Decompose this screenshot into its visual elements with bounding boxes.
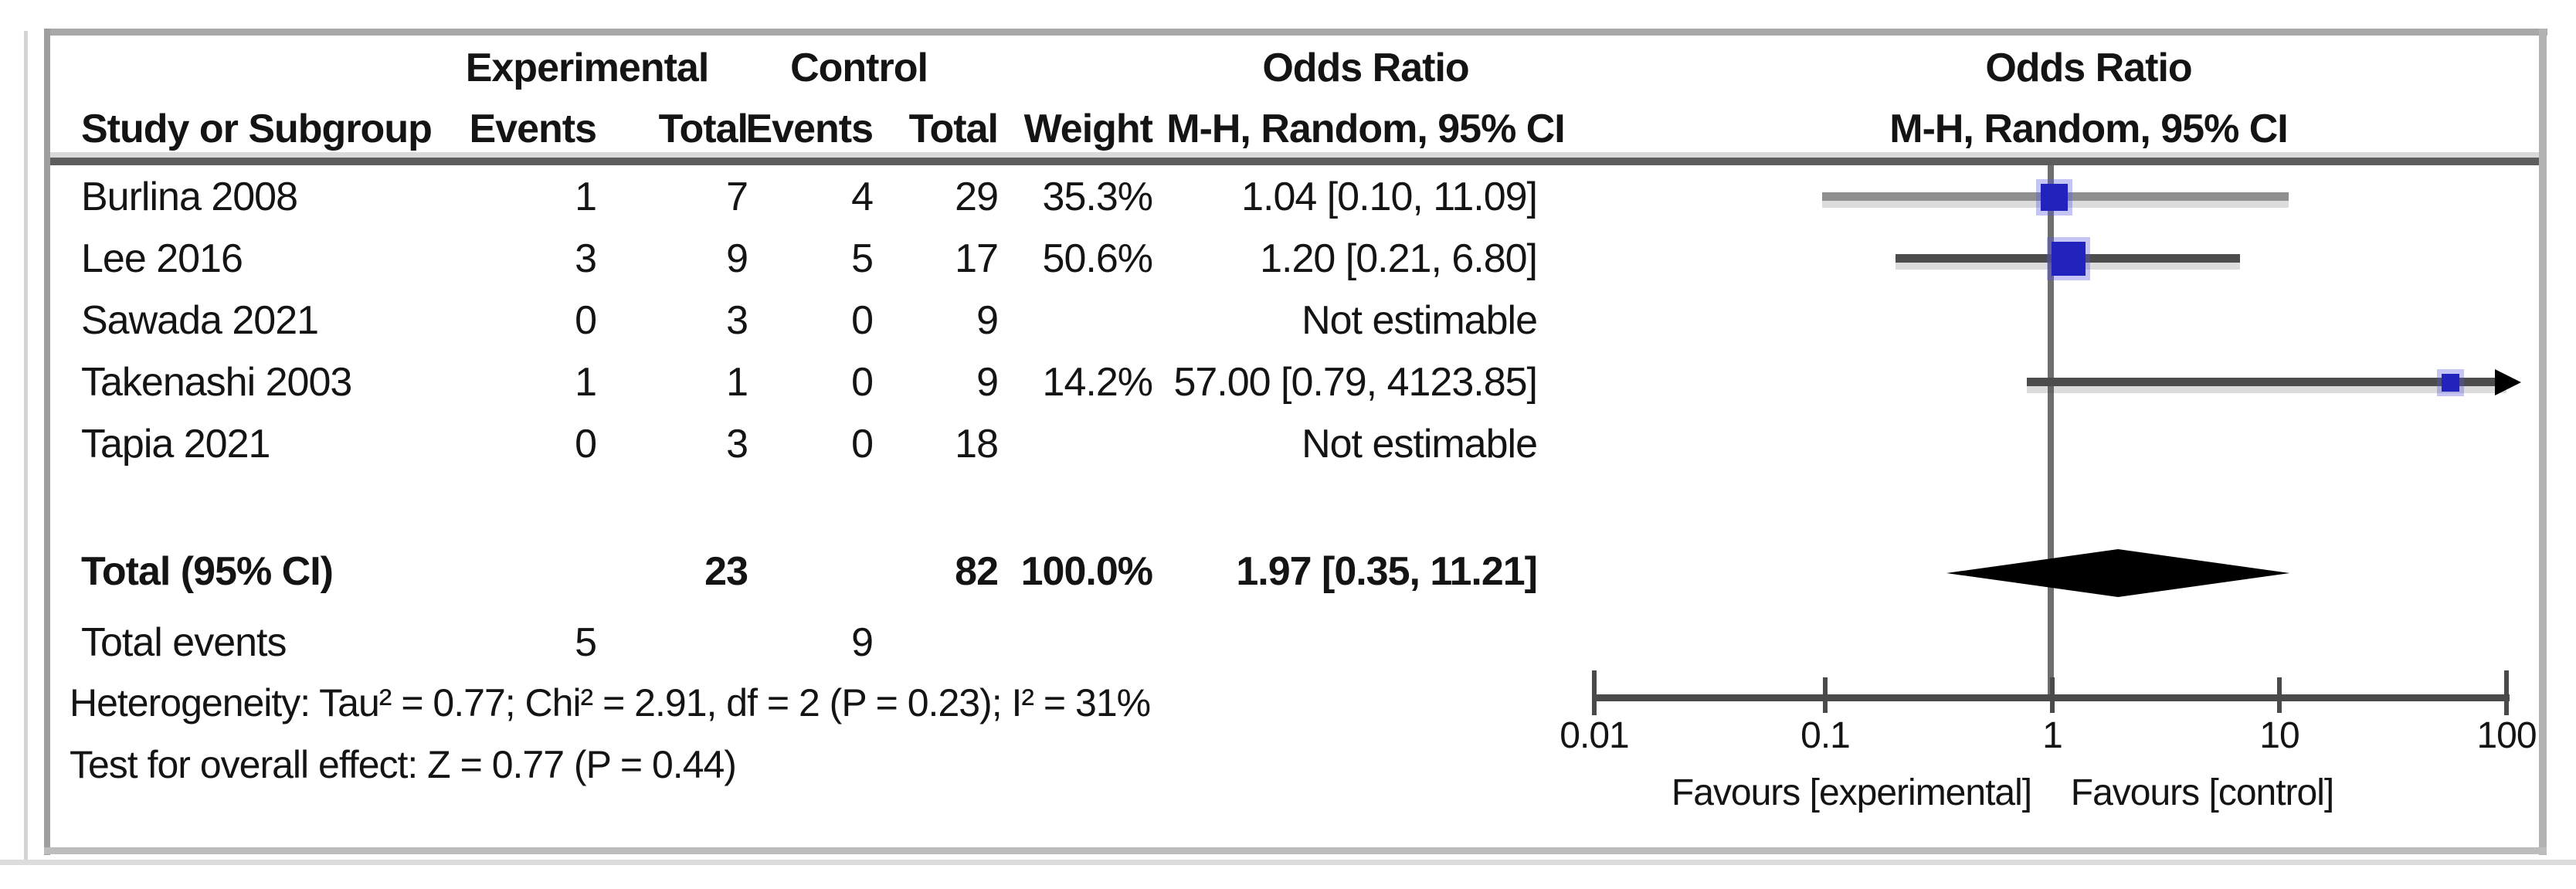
total-or-ci: 1.97 [0.35, 11.21] bbox=[1236, 549, 1538, 594]
or-point-square bbox=[2442, 373, 2460, 392]
cell-weight: 35.3% bbox=[1042, 175, 1153, 219]
col-header-ctrl-events: Events bbox=[745, 107, 874, 151]
cell-exp-events: 0 bbox=[575, 298, 597, 343]
col-header-exp-total: Total bbox=[658, 107, 748, 151]
group-header-odds-ratio-right: Odds Ratio bbox=[1985, 46, 2192, 90]
overall-effect-text: Test for overall effect: Z = 0.77 (P = 0… bbox=[70, 743, 737, 786]
cell-weight: 14.2% bbox=[1042, 360, 1153, 405]
cell-ctrl-total: 29 bbox=[955, 175, 999, 219]
cell-ctrl-events: 0 bbox=[851, 360, 874, 405]
header-separator bbox=[50, 158, 2539, 165]
cell-ctrl-events: 0 bbox=[851, 298, 874, 343]
frame-bottom bbox=[44, 847, 2547, 854]
or-point-square bbox=[2041, 183, 2069, 211]
cell-exp-events: 1 bbox=[575, 360, 597, 405]
cell-ctrl-events: 4 bbox=[851, 175, 874, 219]
col-header-mh-left: M-H, Random, 95% CI bbox=[1166, 107, 1566, 151]
total-diamond bbox=[1946, 549, 2290, 597]
cell-exp-total: 3 bbox=[726, 422, 748, 467]
heterogeneity-text: Heterogeneity: Tau² = 0.77; Chi² = 2.91,… bbox=[70, 681, 1151, 724]
study-label: Takenashi 2003 bbox=[81, 360, 352, 405]
frame-outer-left bbox=[24, 31, 28, 861]
cell-ctrl-total: 9 bbox=[976, 360, 999, 405]
cell-exp-events: 1 bbox=[575, 175, 597, 219]
x-tick-label: 0.01 bbox=[1560, 715, 1629, 756]
frame-left bbox=[44, 29, 50, 855]
cell-exp-total: 9 bbox=[726, 236, 748, 281]
total-events-exp: 5 bbox=[575, 620, 597, 665]
cell-or-ci: 57.00 [0.79, 4123.85] bbox=[1173, 360, 1538, 405]
col-header-study: Study or Subgroup bbox=[81, 107, 433, 151]
study-label: Lee 2016 bbox=[81, 236, 243, 281]
cell-exp-events: 3 bbox=[575, 236, 597, 281]
col-header-weight: Weight bbox=[1023, 107, 1153, 151]
x-axis-tick bbox=[1823, 677, 1828, 713]
x-axis-tick bbox=[2050, 677, 2055, 713]
x-axis-tick bbox=[2277, 677, 2282, 713]
study-label: Burlina 2008 bbox=[81, 175, 298, 219]
cell-ctrl-total: 18 bbox=[955, 422, 999, 467]
cell-exp-events: 0 bbox=[575, 422, 597, 467]
cell-or-ci: 1.20 [0.21, 6.80] bbox=[1260, 236, 1538, 281]
group-header-experimental: Experimental bbox=[465, 46, 710, 90]
ci-arrow-right bbox=[2495, 369, 2521, 395]
cell-ctrl-events: 5 bbox=[851, 236, 874, 281]
total-events-label: Total events bbox=[81, 620, 287, 665]
cell-exp-total: 1 bbox=[726, 360, 748, 405]
cell-or-ci: 1.04 [0.10, 11.09] bbox=[1241, 175, 1538, 219]
col-header-mh-right: M-H, Random, 95% CI bbox=[1889, 107, 2289, 151]
cell-weight: 50.6% bbox=[1042, 236, 1153, 281]
x-tick-label: 100 bbox=[2476, 715, 2537, 756]
total-ctrl-total: 82 bbox=[955, 549, 999, 594]
frame-right bbox=[2539, 29, 2547, 855]
x-tick-label: 1 bbox=[2042, 715, 2063, 756]
or-point-square bbox=[2051, 242, 2086, 276]
col-header-ctrl-total: Total bbox=[908, 107, 999, 151]
col-header-exp-events: Events bbox=[469, 107, 597, 151]
x-tick-label: 0.1 bbox=[1800, 715, 1851, 756]
study-label: Sawada 2021 bbox=[81, 298, 319, 343]
cell-ctrl-total: 17 bbox=[955, 236, 999, 281]
study-label: Tapia 2021 bbox=[81, 422, 270, 467]
header-separator-light bbox=[50, 152, 2539, 158]
x-axis-tick bbox=[2504, 670, 2509, 715]
total-exp-total: 23 bbox=[704, 549, 748, 594]
cell-exp-total: 3 bbox=[726, 298, 748, 343]
group-header-control: Control bbox=[790, 46, 928, 90]
total-weight: 100.0% bbox=[1020, 549, 1153, 594]
favours-control-label: Favours [control] bbox=[2070, 772, 2334, 813]
total-events-ctrl: 9 bbox=[851, 620, 874, 665]
cell-ctrl-events: 0 bbox=[851, 422, 874, 467]
cell-or-ci: Not estimable bbox=[1302, 298, 1538, 343]
cell-exp-total: 7 bbox=[726, 175, 748, 219]
ci-line bbox=[2027, 378, 2506, 386]
cell-ctrl-total: 9 bbox=[976, 298, 999, 343]
frame-top bbox=[45, 29, 2547, 36]
group-header-odds-ratio-left: Odds Ratio bbox=[1262, 46, 1469, 90]
x-tick-label: 10 bbox=[2259, 715, 2299, 756]
total-label: Total (95% CI) bbox=[81, 549, 334, 594]
null-effect-gridline bbox=[2048, 165, 2054, 697]
frame-outer-bottom bbox=[0, 860, 2576, 865]
x-axis-tick bbox=[1592, 670, 1597, 715]
cell-or-ci: Not estimable bbox=[1302, 422, 1538, 467]
favours-experimental-label: Favours [experimental] bbox=[1671, 772, 2032, 813]
